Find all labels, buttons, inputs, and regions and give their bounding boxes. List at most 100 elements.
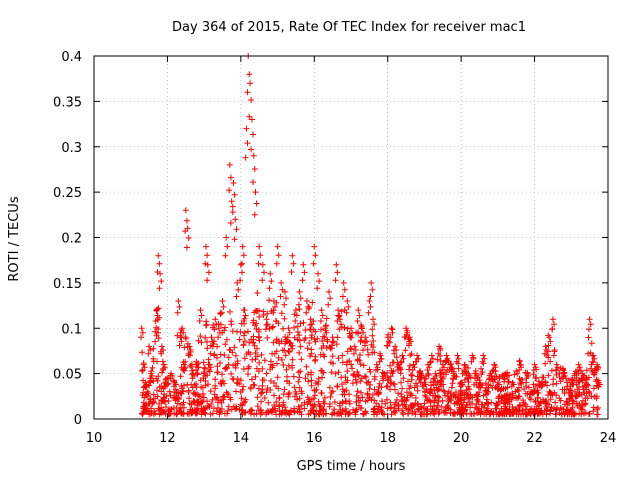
- data-point: [217, 360, 223, 367]
- data-point: [346, 400, 353, 407]
- data-point: [296, 332, 303, 339]
- data-point: [233, 293, 240, 300]
- data-point: [206, 361, 213, 368]
- data-point: [364, 379, 371, 386]
- data-point: [158, 278, 165, 285]
- data-point: [369, 286, 376, 293]
- data-point: [347, 345, 354, 352]
- data-point: [595, 383, 602, 390]
- data-point: [232, 352, 239, 359]
- data-point: [273, 383, 280, 390]
- data-point: [234, 358, 241, 365]
- data-point: [439, 397, 446, 404]
- data-point: [221, 393, 228, 400]
- data-point: [585, 326, 592, 333]
- data-point: [140, 384, 147, 391]
- data-point: [339, 381, 346, 388]
- data-point: [248, 406, 255, 413]
- data-point: [211, 391, 218, 398]
- data-point: [516, 375, 523, 382]
- data-point: [557, 397, 564, 404]
- data-point: [403, 325, 410, 332]
- data-point: [282, 352, 289, 359]
- data-point: [222, 365, 229, 372]
- data-point: [214, 399, 221, 406]
- data-point: [273, 348, 280, 355]
- data-point: [385, 338, 392, 345]
- data-point: [203, 321, 210, 328]
- data-point: [270, 298, 277, 304]
- data-point: [547, 338, 554, 345]
- data-point: [541, 350, 548, 357]
- data-point: [513, 408, 520, 415]
- data-point: [588, 340, 595, 347]
- data-point: [481, 355, 488, 362]
- data-point: [152, 395, 159, 402]
- data-point: [152, 318, 159, 324]
- data-point: [204, 398, 210, 405]
- data-point: [224, 243, 231, 250]
- data-point: [318, 367, 325, 374]
- data-point: [254, 290, 261, 296]
- data-point: [154, 306, 161, 313]
- data-point: [227, 396, 234, 403]
- data-point: [269, 350, 276, 357]
- data-point: [443, 352, 450, 359]
- data-point: [246, 71, 253, 78]
- data-point: [288, 407, 295, 414]
- data-point: [318, 389, 325, 396]
- data-point: [497, 387, 504, 394]
- data-point: [204, 338, 210, 345]
- data-point: [516, 367, 523, 373]
- data-point: [436, 343, 443, 350]
- data-point: [363, 338, 370, 345]
- data-point: [253, 200, 260, 207]
- data-point: [513, 368, 520, 375]
- data-point: [149, 400, 156, 407]
- data-point: [186, 400, 193, 407]
- data-point: [281, 288, 288, 295]
- data-point: [523, 375, 530, 382]
- data-point: [376, 380, 383, 387]
- data-point: [369, 332, 376, 339]
- data-point: [424, 396, 430, 403]
- data-point: [255, 260, 262, 267]
- data-point: [508, 411, 514, 417]
- data-point: [271, 402, 278, 409]
- data-point: [175, 298, 182, 304]
- data-point: [160, 361, 167, 368]
- data-point: [375, 388, 382, 394]
- data-point: [179, 325, 186, 332]
- data-point: [549, 326, 556, 333]
- data-point: [583, 386, 590, 393]
- data-point: [351, 371, 358, 378]
- data-point: [482, 380, 489, 387]
- data-point: [552, 367, 559, 373]
- data-point: [326, 384, 333, 391]
- data-point: [346, 391, 353, 398]
- data-point: [140, 399, 147, 406]
- data-point: [213, 395, 219, 402]
- data-point: [185, 387, 192, 394]
- data-point: [369, 349, 376, 356]
- data-point: [250, 152, 257, 159]
- data-point: [318, 307, 325, 314]
- data-point: [424, 367, 431, 373]
- data-point: [214, 343, 221, 350]
- data-point: [308, 321, 315, 328]
- data-point: [296, 384, 303, 391]
- data-point: [281, 301, 288, 308]
- data-point: [333, 341, 340, 348]
- data-point: [199, 390, 206, 397]
- data-point: [583, 367, 590, 374]
- data-point: [241, 329, 248, 336]
- data-point: [270, 323, 277, 330]
- data-point: [511, 371, 518, 378]
- y-tick-label: 0.1: [61, 322, 82, 337]
- data-point: [248, 116, 255, 123]
- data-point: [486, 375, 493, 382]
- data-point: [353, 406, 360, 413]
- data-point: [195, 337, 202, 344]
- data-point: [593, 367, 600, 373]
- data-point: [180, 367, 187, 373]
